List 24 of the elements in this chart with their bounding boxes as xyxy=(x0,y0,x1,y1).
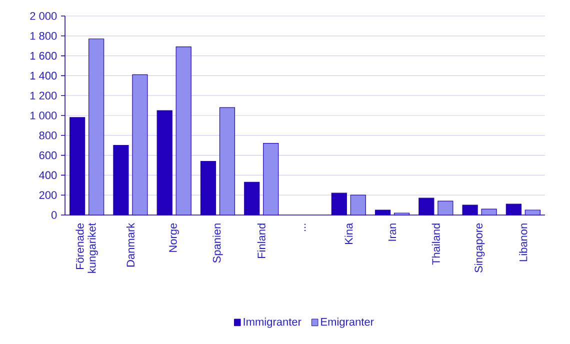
y-tick-label: 1 600 xyxy=(30,52,57,60)
x-tick-label: Singapore xyxy=(474,223,485,272)
y-tick-label: 600 xyxy=(39,151,57,160)
y-tick-label: 400 xyxy=(39,171,57,180)
y-tick-label: 1 400 xyxy=(30,72,57,80)
y-tick-label: 1 800 xyxy=(30,32,57,40)
x-tick-label: Libanon xyxy=(519,224,528,262)
y-tick-label: 200 xyxy=(39,191,57,199)
y-tick-label: 1 000 xyxy=(30,112,57,120)
x-tick-label: Danmark xyxy=(126,222,134,267)
x-tick-label: Spanien xyxy=(212,224,223,263)
x-tick-label: Thailand xyxy=(432,224,440,265)
y-tick-label: 0 xyxy=(51,211,57,219)
x-tick-label: Kina xyxy=(344,222,353,244)
x-tick-label: Norge xyxy=(169,223,180,252)
x-tick-label: ... xyxy=(304,224,306,232)
y-tick-label: 2 000 xyxy=(30,12,57,20)
x-tick-label: Iran xyxy=(388,224,396,241)
legend-label: Immigranter xyxy=(244,318,302,328)
x-tick-label: Förenade kungariket xyxy=(76,222,98,273)
y-tick-label: 800 xyxy=(39,132,57,140)
x-tick-label: Finland xyxy=(257,224,266,258)
legend-label: Emigranter xyxy=(321,318,374,328)
y-tick-label: 1 200 xyxy=(30,92,57,100)
